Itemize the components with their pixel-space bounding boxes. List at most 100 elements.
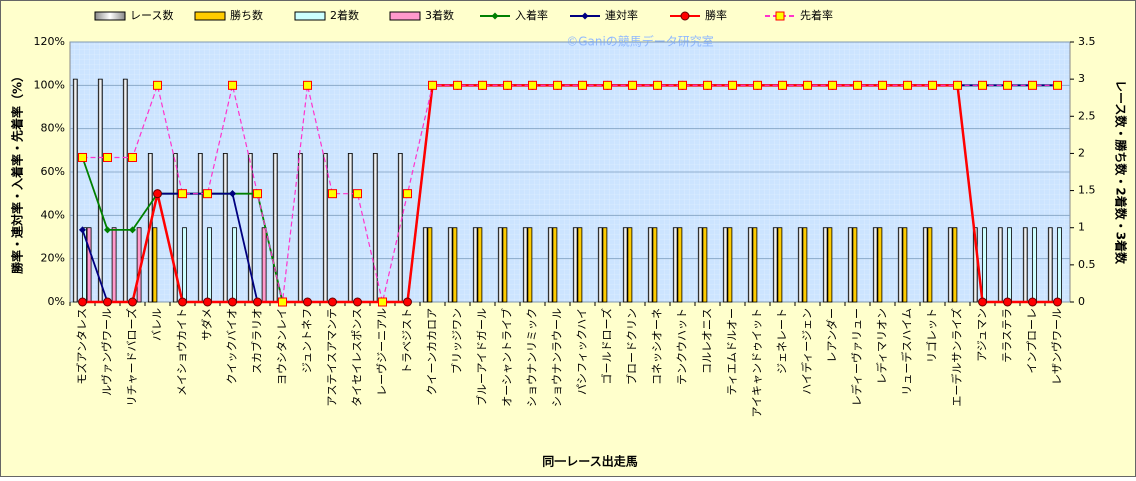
marker	[178, 297, 187, 307]
marker	[678, 80, 687, 90]
marker	[328, 297, 337, 307]
x-tick-label: アステイスアマンテ	[326, 308, 339, 407]
bar	[822, 227, 828, 303]
bar	[452, 227, 458, 303]
x-tick-label: ハイディージェン	[800, 308, 814, 395]
y-tick-label: 0%	[48, 295, 65, 308]
x-tick-label: ブルーアイドガール	[475, 308, 489, 406]
bar	[297, 153, 303, 303]
bar	[152, 227, 158, 303]
x-tick-label: ジュントネフ	[301, 308, 314, 373]
marker	[680, 11, 690, 21]
bar	[602, 227, 608, 303]
y2-tick-label: 1.5	[1078, 184, 1096, 197]
legend-swatch	[194, 11, 226, 21]
marker	[581, 12, 589, 20]
marker	[978, 297, 987, 307]
x-tick-label: アイキャンドゥイット	[751, 308, 764, 417]
bar	[827, 227, 833, 303]
bar	[122, 78, 128, 303]
bar	[797, 227, 803, 303]
bar	[927, 227, 933, 303]
marker	[228, 297, 237, 307]
marker	[828, 80, 837, 90]
marker	[778, 80, 787, 90]
marker	[503, 80, 512, 90]
marker	[128, 152, 137, 162]
marker	[303, 297, 312, 307]
x-tick-label: ジェネレート	[776, 308, 789, 374]
bar	[347, 153, 353, 303]
bar	[261, 227, 267, 303]
bar	[172, 153, 178, 303]
bar	[547, 227, 553, 303]
x-tick-label: メイショウカイト	[176, 308, 189, 396]
watermark: ©Ganiの競馬データ研究室	[566, 34, 714, 49]
x-tick-label: アジュマン	[976, 308, 989, 362]
bar	[677, 227, 683, 303]
y2-tick-label: 0.5	[1078, 258, 1096, 271]
marker	[1028, 297, 1037, 307]
x-tick-label: ブロードクリン	[625, 308, 639, 385]
x-tick-label: ゴールドローズ	[600, 308, 614, 384]
marker	[103, 297, 112, 307]
marker	[278, 297, 287, 307]
bar	[182, 227, 187, 303]
marker	[491, 12, 499, 20]
marker	[453, 80, 462, 90]
marker	[528, 80, 537, 90]
bar	[722, 227, 728, 303]
y-tick-label: 120%	[34, 35, 65, 48]
x-tick-label: トラベジスト	[401, 308, 414, 374]
x-tick-label: パシフィックハイ	[576, 308, 589, 395]
marker	[603, 80, 612, 90]
marker	[953, 80, 962, 90]
bar	[752, 227, 758, 303]
marker	[578, 80, 587, 90]
bar	[772, 227, 778, 303]
marker	[853, 80, 862, 90]
bar	[597, 227, 603, 303]
y-tick-label: 80%	[41, 122, 65, 135]
bar	[852, 227, 858, 303]
y2-tick-label: 2	[1078, 146, 1085, 159]
marker	[878, 80, 887, 90]
bar	[947, 227, 953, 303]
marker	[1028, 80, 1037, 90]
bar	[552, 227, 558, 303]
bar	[577, 227, 583, 303]
marker	[328, 189, 337, 199]
marker	[1053, 80, 1062, 90]
marker	[203, 297, 212, 307]
bar	[477, 227, 483, 303]
x-tick-label: エーデルサンライズ	[950, 308, 964, 407]
bar	[922, 227, 928, 303]
y2-tick-label: 2.5	[1078, 109, 1096, 122]
bar	[997, 227, 1003, 303]
marker	[103, 152, 112, 162]
bar	[207, 227, 212, 303]
marker	[378, 297, 387, 307]
legend-label: レース数	[130, 9, 173, 22]
x-tick-label: レディマリオン	[875, 308, 889, 384]
marker	[78, 297, 87, 307]
bar	[527, 227, 533, 303]
marker	[428, 80, 437, 90]
bar	[672, 227, 678, 303]
marker	[203, 189, 212, 199]
bar	[802, 227, 808, 303]
x-tick-label: ショウナンリミック	[526, 308, 539, 407]
y2-tick-label: 3.5	[1078, 35, 1096, 48]
bar	[397, 153, 403, 303]
x-tick-label: レーヴジーニアル	[375, 308, 389, 396]
x-tick-label: クイーンカカロア	[426, 308, 439, 395]
bar	[322, 153, 328, 303]
x-tick-label: ショウナンラウール	[551, 308, 564, 407]
marker	[253, 189, 262, 199]
bar	[111, 227, 117, 303]
bar	[372, 153, 378, 303]
legend-label: 勝率	[705, 8, 727, 22]
x-tick-label: レザンヴワール	[1050, 308, 1064, 385]
marker	[553, 80, 562, 90]
bar	[872, 227, 878, 303]
